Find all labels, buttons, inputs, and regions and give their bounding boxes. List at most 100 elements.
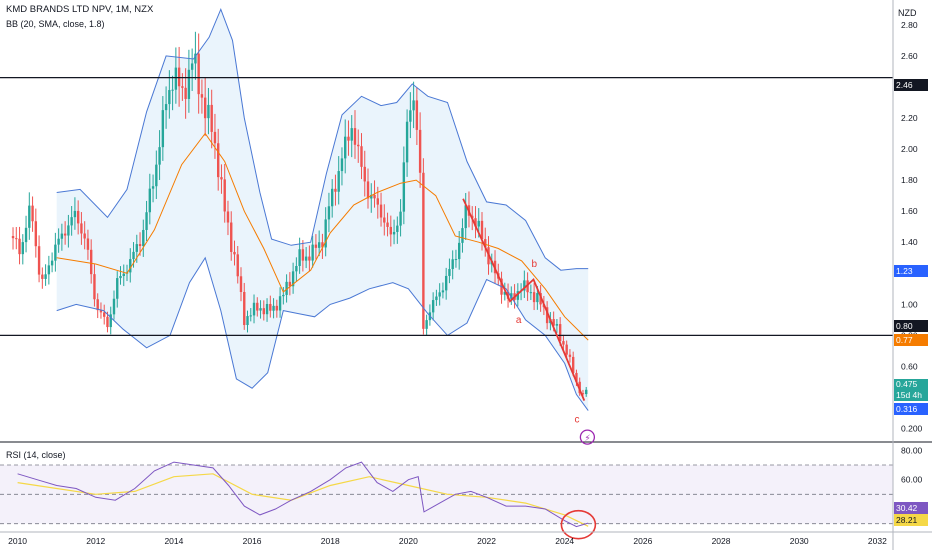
wave-label-a: a	[516, 315, 522, 326]
candle-body	[431, 300, 435, 313]
candle-body	[337, 171, 340, 192]
candle-body	[41, 274, 44, 279]
rsi-indicator-label[interactable]: RSI (14, close)	[6, 450, 66, 460]
candle-body	[28, 205, 31, 228]
candle-body	[155, 164, 158, 187]
bb-upper-line	[56, 7, 589, 271]
candle-body	[181, 86, 184, 88]
price-tick-label: 2.60	[901, 51, 918, 61]
price-tick-label: 2.80	[901, 20, 918, 30]
candle-body	[151, 186, 155, 189]
time-tick-label: 2018	[321, 536, 340, 546]
candle-body	[171, 89, 174, 91]
candle-body	[282, 294, 285, 297]
candle-body	[164, 104, 168, 111]
candle-body	[389, 226, 393, 235]
candle-body	[474, 218, 477, 227]
candle-body	[477, 220, 480, 227]
lightning-icon	[579, 429, 596, 445]
candle-body	[106, 316, 109, 328]
time-tick-label: 2020	[399, 536, 418, 546]
candle-body	[174, 67, 178, 90]
bb-lower-price-tag: 0.316	[894, 403, 928, 415]
candle-body	[444, 275, 448, 291]
candle-body	[585, 389, 588, 395]
candle-body	[523, 280, 526, 291]
candle-body	[233, 251, 236, 255]
candle-body	[220, 177, 223, 180]
candle-body	[330, 188, 334, 207]
candle-body	[311, 244, 314, 261]
candle-body	[425, 320, 428, 329]
candle-body	[581, 393, 585, 395]
candle-body	[435, 296, 438, 301]
candle-body	[347, 136, 350, 141]
candle-body	[34, 221, 38, 247]
candle-body	[344, 136, 347, 159]
candle-body	[314, 244, 318, 248]
candle-body	[334, 188, 337, 192]
candle-body	[80, 223, 83, 234]
candle-body	[454, 259, 458, 261]
price-tick-label: 1.80	[901, 175, 918, 185]
candle-body	[448, 269, 451, 276]
price-tick-label: 0.200	[901, 424, 923, 434]
candle-body	[262, 308, 265, 315]
candle-body	[60, 233, 64, 239]
candle-body	[135, 244, 138, 252]
candle-body	[363, 166, 366, 182]
candle-body	[291, 271, 295, 287]
candle-body	[529, 292, 533, 294]
candle-body	[89, 249, 93, 275]
rsi-value-tag: 30.42	[894, 502, 928, 514]
candle-body	[93, 274, 96, 300]
time-tick-label: 2024	[555, 536, 574, 546]
rsi-ma-value-tag: 28.21	[894, 514, 928, 526]
candle-body	[536, 293, 539, 303]
candle-body	[405, 121, 409, 163]
candle-body	[379, 204, 383, 218]
candle-body	[422, 172, 425, 329]
time-tick-label: 2012	[86, 536, 105, 546]
candle-body	[249, 315, 252, 317]
bb-indicator-label[interactable]: BB (20, SMA, close, 1.8)	[6, 19, 105, 29]
candle-body	[461, 228, 464, 243]
candle-body	[301, 249, 305, 261]
time-tick-label: 2032	[868, 536, 887, 546]
wave-label-c: c	[574, 414, 579, 425]
candle-body	[275, 305, 279, 311]
chart-title: KMD BRANDS LTD NPV, 1M, NZX	[6, 4, 154, 15]
rsi-ma-line	[17, 473, 589, 527]
candle-body	[503, 291, 506, 295]
candle-body	[200, 94, 204, 98]
candle-body	[24, 227, 28, 243]
candle-body	[484, 239, 487, 248]
bb-lower-line	[56, 256, 589, 411]
candle-body	[357, 144, 360, 147]
candle-body	[18, 238, 21, 255]
candle-body	[239, 276, 243, 292]
candle-body	[213, 131, 217, 144]
candle-body	[392, 231, 396, 235]
candle-body	[350, 128, 353, 141]
candle-body	[458, 242, 461, 260]
candle-body	[63, 233, 67, 236]
candle-body	[145, 212, 148, 230]
rsi-tick-label: 80.00	[901, 445, 923, 455]
rsi-tick-label: 60.00	[901, 475, 923, 485]
price-tick-label: 1.60	[901, 206, 918, 216]
candle-body	[76, 210, 80, 224]
candle-body	[207, 104, 210, 119]
candle-body	[142, 229, 145, 247]
candle-body	[441, 290, 445, 293]
candle-body	[269, 303, 272, 311]
candle-body	[376, 198, 379, 205]
candle-body	[54, 244, 57, 261]
candle-body	[119, 276, 122, 279]
price-tick-label: 1.40	[901, 237, 918, 247]
candle-body	[399, 211, 402, 226]
candle-body	[252, 302, 256, 316]
candle-body	[396, 225, 399, 232]
candle-body	[37, 246, 41, 275]
